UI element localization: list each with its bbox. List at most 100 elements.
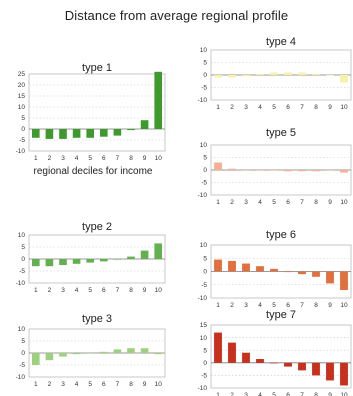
- bar: [340, 362, 348, 386]
- x-tick-label: 7: [116, 287, 120, 294]
- bar: [45, 129, 54, 139]
- y-tick-label: 0: [203, 72, 207, 79]
- bar: [284, 362, 292, 367]
- bar: [312, 362, 320, 376]
- bar: [59, 259, 67, 265]
- x-tick-label: 3: [61, 155, 65, 162]
- x-tick-label: 6: [286, 104, 290, 111]
- bar: [31, 259, 40, 267]
- x-tick-label: 8: [314, 392, 318, 396]
- x-tick-label: 3: [61, 287, 65, 294]
- bar: [256, 359, 264, 363]
- y-tick-label: 15: [18, 93, 26, 100]
- y-tick-label: 10: [18, 232, 26, 239]
- bar: [326, 75, 334, 76]
- bar: [228, 168, 236, 170]
- x-tick-label: 3: [244, 392, 248, 396]
- bar: [99, 259, 108, 262]
- bar: [312, 170, 320, 172]
- x-tick-label: 7: [116, 155, 120, 162]
- bar: [242, 75, 250, 77]
- x-tick-label: 1: [34, 381, 38, 388]
- x-tick-label: 10: [155, 381, 163, 388]
- bar: [270, 362, 278, 364]
- x-tick-label: 6: [102, 287, 106, 294]
- y-tick-label: -5: [19, 137, 25, 144]
- y-tick-label: 10: [200, 142, 208, 149]
- x-tick-label: 5: [88, 287, 92, 294]
- x-tick-label: 1: [216, 104, 220, 111]
- x-tick-label: 1: [34, 155, 38, 162]
- x-axis-label: regional deciles for income: [34, 166, 153, 177]
- y-tick-label: -10: [198, 295, 208, 302]
- x-tick-label: 4: [258, 199, 262, 206]
- bar: [127, 348, 135, 353]
- x-tick-label: 6: [286, 302, 290, 309]
- y-tick-label: -10: [198, 385, 208, 392]
- y-tick-label: 10: [200, 242, 208, 249]
- x-tick-label: 9: [328, 199, 332, 206]
- panel-title-7: type 7: [266, 309, 296, 321]
- bar: [99, 351, 108, 353]
- y-tick-label: 15: [200, 322, 208, 329]
- x-tick-label: 10: [340, 199, 348, 206]
- bar: [312, 271, 320, 277]
- y-tick-label: -5: [19, 268, 25, 275]
- bar: [284, 170, 292, 172]
- bar: [270, 268, 278, 272]
- x-tick-label: 6: [102, 155, 106, 162]
- x-tick-label: 4: [75, 381, 79, 388]
- x-tick-label: 4: [258, 392, 262, 396]
- x-tick-label: 9: [143, 381, 147, 388]
- bar: [228, 260, 236, 272]
- x-tick-label: 5: [272, 104, 276, 111]
- x-tick-label: 4: [75, 287, 79, 294]
- y-tick-label: -5: [19, 362, 25, 369]
- x-tick-label: 6: [102, 381, 106, 388]
- panel-title-1: type 1: [82, 62, 112, 74]
- panel-title-6: type 6: [266, 229, 296, 241]
- bar: [256, 170, 264, 171]
- y-tick-label: -5: [201, 373, 207, 380]
- x-tick-label: 9: [328, 302, 332, 309]
- bar: [242, 263, 250, 272]
- x-tick-label: 9: [143, 155, 147, 162]
- page-title: Distance from average regional profile: [64, 8, 289, 23]
- x-tick-label: 4: [258, 302, 262, 309]
- bar: [45, 259, 54, 267]
- y-tick-label: 5: [21, 244, 25, 251]
- x-tick-label: 2: [48, 287, 52, 294]
- y-tick-label: 5: [203, 255, 207, 262]
- x-tick-label: 8: [129, 287, 133, 294]
- y-tick-label: 10: [18, 326, 26, 333]
- y-tick-label: 0: [203, 360, 207, 367]
- bar: [298, 271, 306, 275]
- y-tick-label: 0: [203, 167, 207, 174]
- bar: [154, 353, 163, 355]
- x-tick-label: 5: [272, 302, 276, 309]
- bar: [31, 353, 40, 365]
- bar: [127, 256, 135, 259]
- bar: [326, 362, 334, 381]
- bar: [72, 129, 81, 138]
- x-tick-label: 9: [328, 392, 332, 396]
- bar: [298, 362, 306, 371]
- bar: [127, 129, 135, 131]
- x-tick-label: 1: [216, 199, 220, 206]
- y-tick-label: 0: [21, 126, 25, 133]
- bar: [284, 271, 292, 273]
- bar: [242, 352, 250, 363]
- bar: [214, 162, 222, 170]
- bar: [312, 73, 320, 75]
- bar: [113, 349, 122, 353]
- y-tick-label: -10: [198, 192, 208, 199]
- bar: [340, 170, 348, 173]
- x-tick-label: 7: [300, 199, 304, 206]
- x-tick-label: 3: [61, 381, 65, 388]
- bar: [154, 71, 163, 129]
- x-tick-label: 10: [155, 287, 163, 294]
- bar: [326, 170, 334, 171]
- panel-title-4: type 4: [266, 36, 296, 48]
- y-tick-label: 5: [203, 60, 207, 67]
